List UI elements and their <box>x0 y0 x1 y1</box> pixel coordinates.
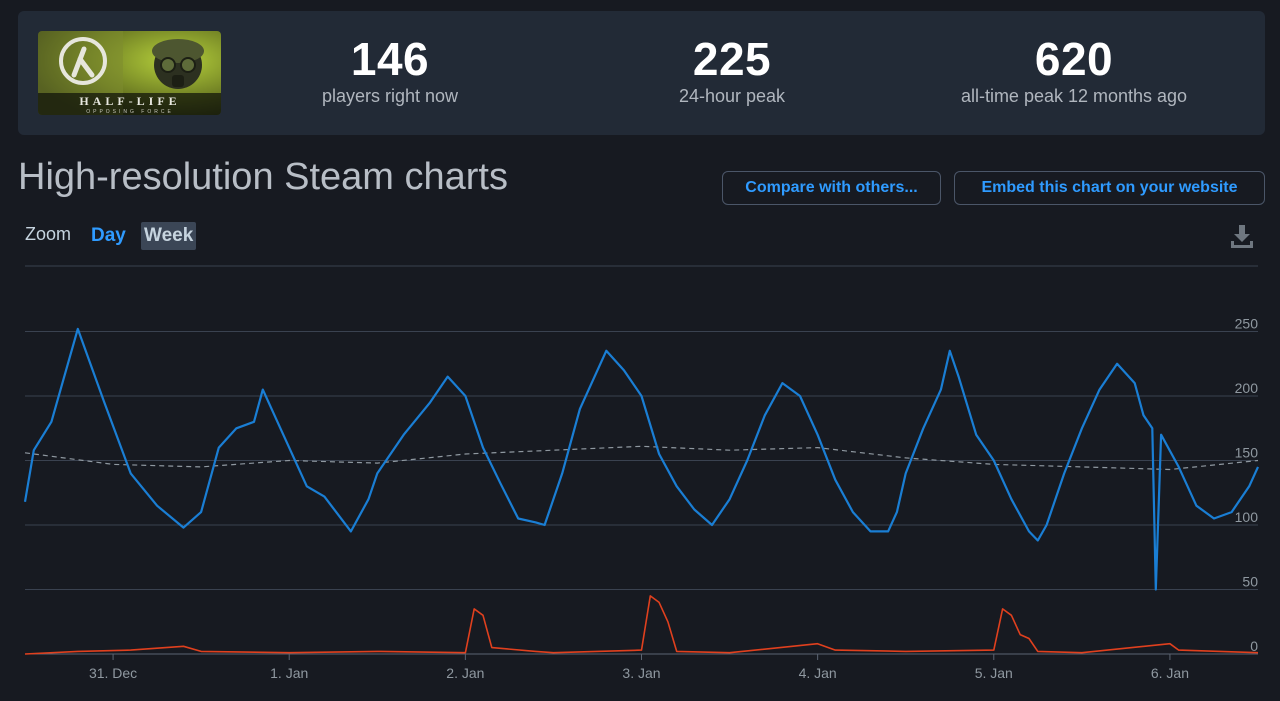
stat-all-time-peak: 620 all-time peak 12 months ago <box>914 31 1234 107</box>
zoom-label: Zoom <box>25 224 72 244</box>
y-tick-label: 150 <box>1235 445 1259 461</box>
players-series-line[interactable] <box>23 327 1260 591</box>
x-tick-label: 3. Jan <box>622 665 660 681</box>
all-time-peak-value: 620 <box>1034 33 1114 85</box>
y-tick-label: 0 <box>1250 638 1258 654</box>
zoom-day-button[interactable]: Day <box>91 225 126 246</box>
y-tick-label: 250 <box>1235 316 1259 332</box>
embed-button[interactable]: Embed this chart on your website <box>954 171 1265 205</box>
peak-24h-label: 24-hour peak <box>678 86 786 106</box>
x-tick-label: 1. Jan <box>270 665 308 681</box>
y-tick-label: 50 <box>1242 574 1258 590</box>
all-time-peak-label: all-time peak 12 months ago <box>960 86 1188 106</box>
stat-24h-peak: 225 24-hour peak <box>572 31 892 107</box>
y-tick-label: 200 <box>1235 380 1259 396</box>
twitch-series-line[interactable] <box>24 595 1259 655</box>
x-axis-ticks: 31. Dec 1. Jan 2. Jan 3. Jan 4. Jan 5. Jan 6. … <box>89 654 1189 681</box>
logo-text: HALF-LIFE <box>79 94 180 108</box>
x-tick-label: 4. Jan <box>799 665 837 681</box>
players-now-label: players right now <box>321 86 459 106</box>
player-chart[interactable]: 0 50 100 150 200 250 31. Dec 1. Jan 2. Jan 3. Ja… <box>0 255 1280 701</box>
download-button[interactable] <box>1228 222 1256 250</box>
page-title: High-resolution Steam charts <box>18 156 508 198</box>
game-logo-image: HALF-LIFE OPPOSING FORCE <box>38 31 221 115</box>
compare-button[interactable]: Compare with others... <box>722 171 941 205</box>
download-icon <box>1231 225 1253 248</box>
chart-series <box>23 327 1260 655</box>
y-tick-label: 100 <box>1235 509 1259 525</box>
stats-panel: HALF-LIFE OPPOSING FORCE 146 players rig… <box>18 11 1265 135</box>
zoom-week-button[interactable]: Week <box>141 222 197 250</box>
peak-24h-value: 225 <box>692 33 772 85</box>
average-series-line[interactable] <box>24 445 1259 471</box>
x-tick-label: 31. Dec <box>89 665 137 681</box>
stat-players-now: 146 players right now <box>230 31 550 107</box>
players-now-value: 146 <box>350 33 430 85</box>
x-tick-label: 5. Jan <box>975 665 1013 681</box>
game-logo[interactable]: HALF-LIFE OPPOSING FORCE <box>38 31 221 115</box>
y-axis-ticks: 0 50 100 150 200 250 <box>1235 316 1259 655</box>
x-tick-label: 6. Jan <box>1151 665 1189 681</box>
chart-grid <box>25 331 1258 655</box>
logo-subtitle: OPPOSING FORCE <box>86 109 174 115</box>
x-tick-label: 2. Jan <box>446 665 484 681</box>
